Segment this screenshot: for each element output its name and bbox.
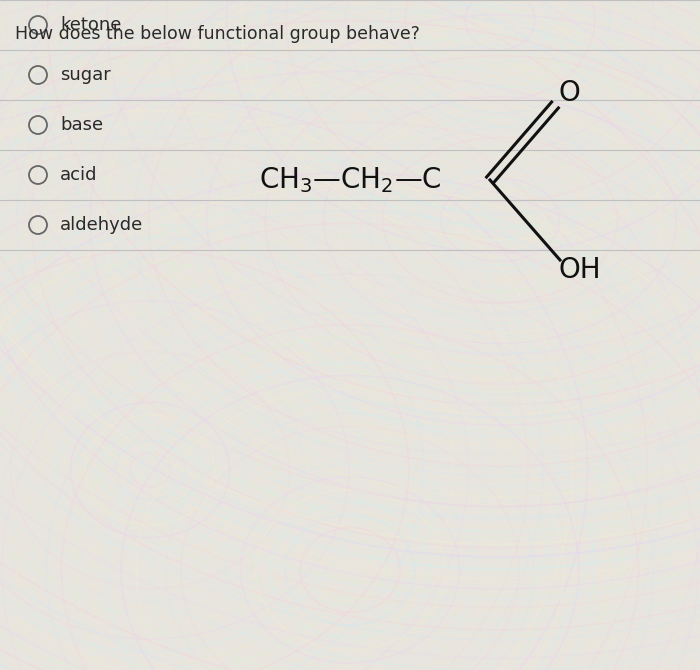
Text: How does the below functional group behave?: How does the below functional group beha… bbox=[15, 25, 420, 43]
Text: aldehyde: aldehyde bbox=[60, 216, 144, 234]
Text: O: O bbox=[558, 79, 580, 107]
Text: OH: OH bbox=[559, 256, 601, 284]
Text: base: base bbox=[60, 116, 103, 134]
Text: acid: acid bbox=[60, 166, 97, 184]
Text: ketone: ketone bbox=[60, 16, 121, 34]
Text: CH$_3$—CH$_2$—C: CH$_3$—CH$_2$—C bbox=[259, 165, 441, 195]
Text: sugar: sugar bbox=[60, 66, 111, 84]
